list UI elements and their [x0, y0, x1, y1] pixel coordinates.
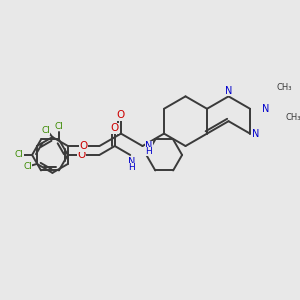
Text: H: H [128, 164, 135, 172]
Text: N: N [128, 158, 135, 167]
Text: N: N [225, 86, 232, 96]
Text: H: H [146, 147, 152, 156]
Text: O: O [111, 123, 119, 133]
Text: Cl: Cl [55, 122, 63, 130]
Text: O: O [117, 110, 125, 120]
Text: Cl: Cl [23, 162, 32, 171]
Text: N: N [146, 141, 153, 151]
Text: O: O [77, 150, 86, 160]
Text: Cl: Cl [14, 151, 23, 160]
Text: N: N [252, 129, 259, 139]
Text: N: N [262, 104, 269, 114]
Text: CH₃: CH₃ [285, 113, 300, 122]
Text: CH₃: CH₃ [277, 83, 292, 92]
Text: Cl: Cl [41, 126, 50, 135]
Text: O: O [79, 141, 88, 151]
